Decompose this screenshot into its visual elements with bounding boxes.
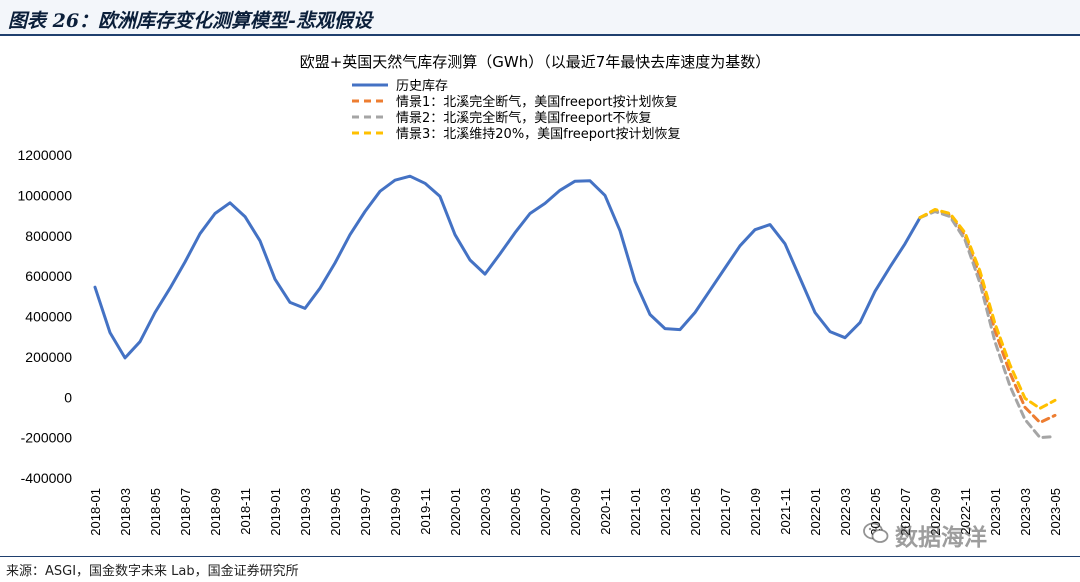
y-tick-label: 400000 (25, 309, 72, 325)
x-tick-label: 2022-09 (928, 488, 943, 536)
x-tick-label: 2021-03 (658, 488, 673, 536)
y-tick-label: -200000 (21, 430, 73, 446)
legend-label: 情景2：北溪完全断气，美国freeport不恢复 (396, 110, 652, 126)
series-line-1 (93, 174, 922, 360)
x-tick-label: 2023-03 (1018, 488, 1033, 536)
x-tick-label: 2022-07 (898, 488, 913, 536)
watermark-text: 数据海洋 (895, 525, 987, 551)
figure-label: 图表 26：欧洲库存变化测算模型-悲观假设 (8, 10, 372, 32)
y-tick-label: 200000 (25, 349, 72, 365)
x-tick-label: 2019-11 (418, 488, 433, 535)
x-tick-label: 2022-01 (808, 488, 823, 536)
x-tick-label: 2021-11 (778, 488, 793, 535)
wechat-icon (863, 522, 889, 543)
legend-label: 情景1：北溪完全断气，美国freeport按计划恢复 (396, 94, 678, 110)
series-line-3 (918, 210, 1057, 440)
x-tick-label: 2018-03 (118, 488, 133, 536)
y-axis: -400000 -200000 0 200000 400000 600000 800000 1… (17, 147, 72, 486)
x-tick-label: 2019-01 (268, 488, 283, 536)
x-tick-label: 2019-03 (298, 488, 313, 536)
x-tick-label: 2018-11 (238, 488, 253, 535)
chart-svg: 欧盟+英国天然气库存测算（GWh）（以最近7年最快去库速度为基数） 历史库存情景… (17, 53, 1063, 536)
x-tick-label: 2018-07 (178, 488, 193, 536)
legend-label: 情景3：北溪维持20%，美国freeport按计划恢复 (396, 127, 680, 142)
x-tick-label: 2020-11 (598, 488, 613, 535)
x-axis: 2018-01 2018-03 2018-05 2018-07 2018-09 2018-… (88, 488, 1063, 536)
source-note: 来源：ASGI，国金数字未来 Lab，国金证券研究所 (6, 564, 299, 579)
y-tick-label: 800000 (25, 228, 72, 244)
x-tick-label: 2021-09 (748, 488, 763, 536)
x-tick-label: 2018-05 (148, 488, 163, 536)
x-tick-label: 2020-03 (478, 488, 493, 536)
y-tick-label: 1200000 (17, 147, 72, 163)
legend-label: 历史库存 (396, 78, 448, 94)
x-tick-label: 2018-01 (88, 488, 103, 536)
x-tick-label: 2020-01 (448, 488, 463, 536)
series-layer (93, 174, 1057, 440)
x-tick-label: 2018-09 (208, 488, 223, 536)
series-line-4 (918, 208, 1057, 410)
figure-header: 图表 26：欧洲库存变化测算模型-悲观假设 (0, 0, 1080, 34)
x-tick-label: 2020-07 (538, 488, 553, 536)
chart-title: 欧盟+英国天然气库存测算（GWh）（以最近7年最快去库速度为基数） (300, 53, 771, 71)
y-tick-label: 1000000 (17, 187, 72, 203)
x-tick-label: 2021-05 (688, 488, 703, 536)
x-tick-label: 2020-05 (508, 488, 523, 536)
x-tick-label: 2021-07 (718, 488, 733, 536)
x-tick-label: 2019-09 (388, 488, 403, 536)
header-rule (0, 34, 1080, 36)
x-tick-label: 2022-11 (958, 488, 973, 535)
y-tick-label: -400000 (21, 470, 73, 486)
x-tick-label: 2020-09 (568, 488, 583, 536)
footer-rule (0, 556, 1080, 557)
x-tick-label: 2023-05 (1048, 488, 1063, 536)
chart-legend: 历史库存情景1：北溪完全断气，美国freeport按计划恢复情景2：北溪完全断气… (352, 78, 680, 142)
x-tick-label: 2022-03 (838, 488, 853, 536)
x-tick-label: 2019-07 (358, 488, 373, 536)
x-tick-label: 2019-05 (328, 488, 343, 536)
y-tick-label: 0 (64, 389, 72, 405)
x-tick-label: 2023-01 (988, 488, 1003, 536)
y-tick-label: 600000 (25, 268, 72, 284)
x-tick-label: 2021-01 (628, 488, 643, 536)
